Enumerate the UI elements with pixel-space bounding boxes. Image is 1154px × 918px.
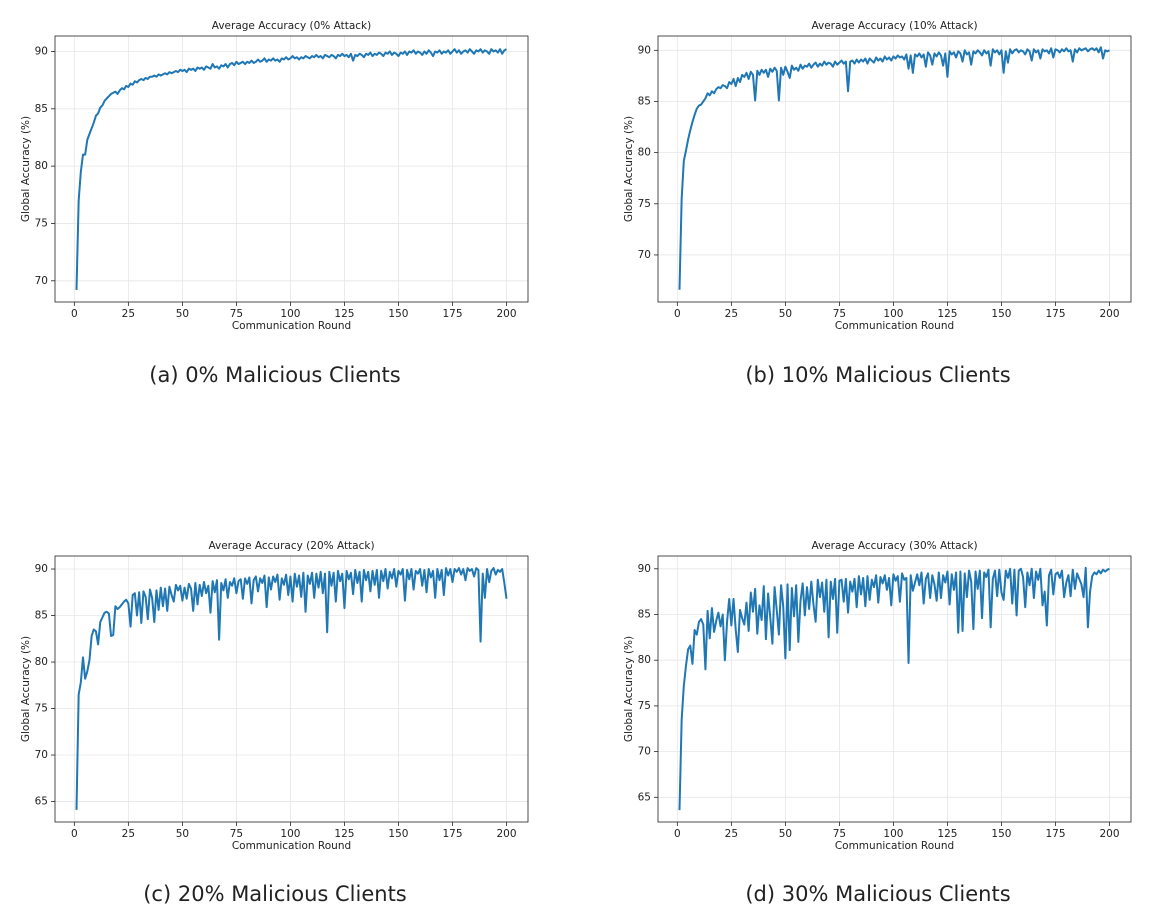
- y-tick-label: 90: [35, 45, 48, 57]
- x-tick-label: 25: [122, 308, 135, 320]
- y-tick-label: 90: [638, 563, 651, 575]
- x-axis-label: Communication Round: [232, 840, 351, 852]
- caption: (d) 30% Malicious Clients: [745, 882, 1010, 906]
- x-tick-label: 150: [388, 828, 408, 840]
- plot-frame: [657, 35, 1132, 303]
- y-tick-label: 70: [638, 249, 651, 261]
- x-tick-label: 175: [1045, 308, 1065, 320]
- y-tick-label: 75: [638, 198, 651, 210]
- x-tick-label: 50: [176, 308, 189, 320]
- chart-title: Average Accuracy (30% Attack): [811, 540, 977, 552]
- caption: (b) 10% Malicious Clients: [745, 363, 1010, 387]
- y-tick-label: 65: [638, 791, 651, 803]
- x-tick-label: 100: [883, 308, 903, 320]
- y-tick-label: 75: [35, 217, 48, 229]
- x-tick-label: 150: [388, 308, 408, 320]
- data-line: [678, 46, 1110, 290]
- x-tick-label: 75: [833, 828, 846, 840]
- y-tick-label: 65: [35, 796, 48, 808]
- x-tick-label: 50: [176, 828, 189, 840]
- y-axis-label: Global Accuracy (%): [623, 116, 635, 222]
- x-tick-label: 125: [937, 828, 957, 840]
- y-tick-label: 75: [35, 703, 48, 715]
- y-tick-label: 70: [35, 749, 48, 761]
- x-tick-label: 150: [991, 828, 1011, 840]
- x-tick-label: 25: [725, 828, 738, 840]
- x-tick-label: 0: [674, 308, 681, 320]
- plot-frame: [657, 555, 1132, 823]
- x-tick-label: 75: [230, 828, 243, 840]
- x-tick-label: 100: [280, 828, 300, 840]
- x-tick-label: 50: [779, 308, 792, 320]
- y-tick-label: 70: [638, 746, 651, 758]
- x-tick-label: 125: [334, 308, 354, 320]
- x-tick-label: 175: [442, 308, 462, 320]
- x-tick-label: 75: [833, 308, 846, 320]
- x-tick-label: 75: [230, 308, 243, 320]
- y-tick-label: 90: [638, 44, 651, 56]
- chart-title: Average Accuracy (20% Attack): [208, 540, 374, 552]
- y-tick-label: 80: [638, 654, 651, 666]
- x-tick-label: 50: [779, 828, 792, 840]
- chart-title: Average Accuracy (0% Attack): [212, 20, 371, 32]
- x-tick-label: 175: [1045, 828, 1065, 840]
- x-tick-label: 200: [1099, 828, 1119, 840]
- y-tick-label: 85: [638, 609, 651, 621]
- x-tick-label: 25: [122, 828, 135, 840]
- x-tick-label: 200: [496, 308, 516, 320]
- y-axis-label: Global Accuracy (%): [20, 116, 32, 222]
- x-tick-label: 0: [71, 308, 78, 320]
- y-tick-label: 70: [35, 275, 48, 287]
- plot-frame: [54, 35, 529, 303]
- y-tick-label: 80: [35, 160, 48, 172]
- y-tick-label: 90: [35, 563, 48, 575]
- y-tick-label: 85: [638, 95, 651, 107]
- x-axis-label: Communication Round: [835, 840, 954, 852]
- y-tick-label: 85: [35, 610, 48, 622]
- x-tick-label: 100: [883, 828, 903, 840]
- x-tick-label: 125: [937, 308, 957, 320]
- x-axis-label: Communication Round: [835, 320, 954, 332]
- data-line: [75, 567, 508, 810]
- y-tick-label: 80: [35, 656, 48, 668]
- data-line: [75, 48, 507, 290]
- x-tick-label: 200: [1099, 308, 1119, 320]
- x-tick-label: 125: [334, 828, 354, 840]
- y-axis-label: Global Accuracy (%): [20, 636, 32, 742]
- plot-frame: [54, 555, 529, 823]
- y-tick-label: 80: [638, 147, 651, 159]
- x-tick-label: 175: [442, 828, 462, 840]
- x-axis-label: Communication Round: [232, 320, 351, 332]
- x-tick-label: 200: [496, 828, 516, 840]
- y-tick-label: 75: [638, 700, 651, 712]
- x-tick-label: 25: [725, 308, 738, 320]
- y-tick-label: 85: [35, 103, 48, 115]
- caption: (c) 20% Malicious Clients: [143, 882, 407, 906]
- x-tick-label: 150: [991, 308, 1011, 320]
- y-axis-label: Global Accuracy (%): [623, 636, 635, 742]
- x-tick-label: 0: [71, 828, 78, 840]
- x-tick-label: 0: [674, 828, 681, 840]
- caption: (a) 0% Malicious Clients: [149, 363, 400, 387]
- chart-title: Average Accuracy (10% Attack): [811, 20, 977, 32]
- data-line: [678, 566, 1110, 811]
- x-tick-label: 100: [280, 308, 300, 320]
